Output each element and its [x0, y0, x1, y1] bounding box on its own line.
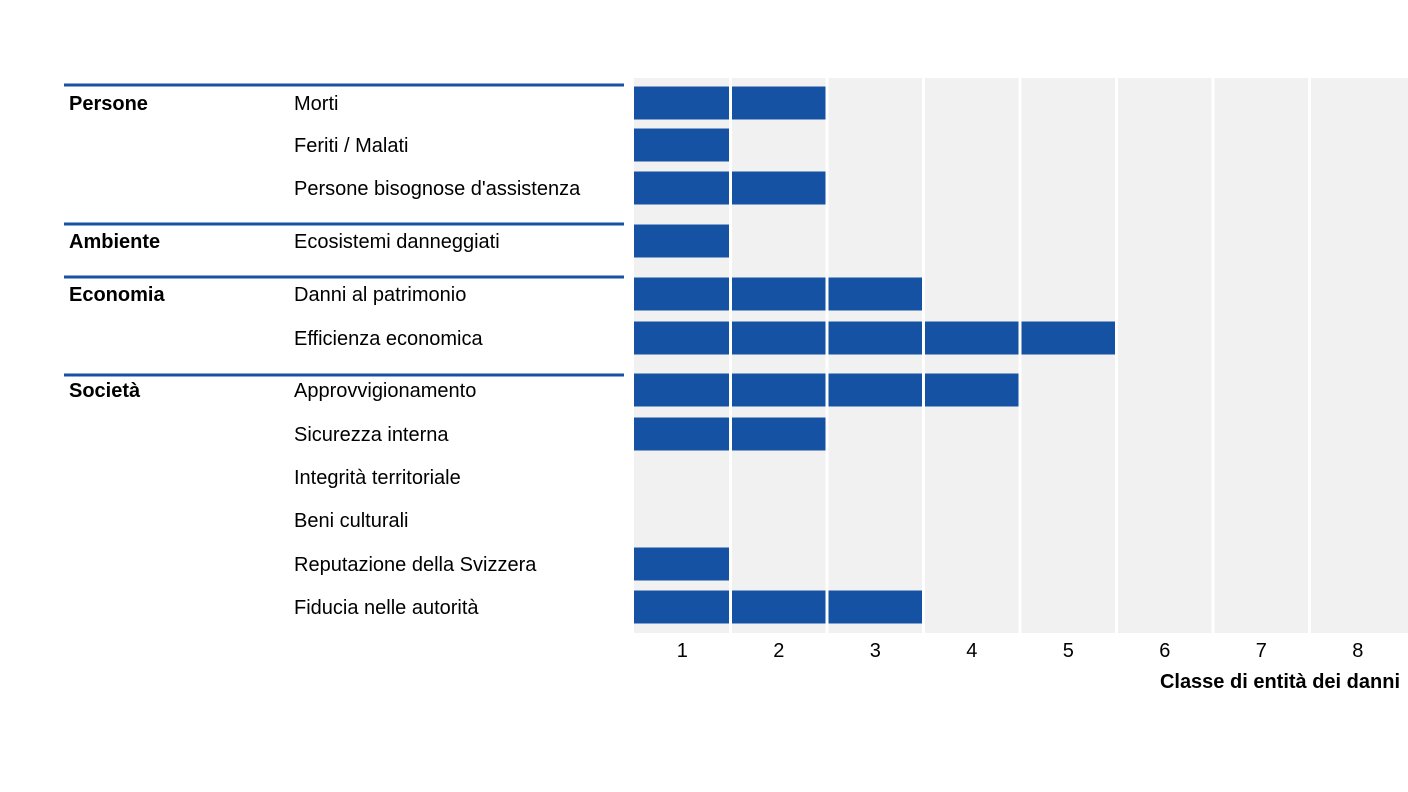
group-separator — [64, 373, 624, 377]
category-label: Economia — [69, 284, 165, 306]
category-label: Ambiente — [69, 231, 160, 253]
x-tick-label: 3 — [870, 640, 881, 662]
x-tick-label: 4 — [966, 640, 977, 662]
bar-segment — [634, 171, 729, 205]
group-separator — [64, 83, 624, 87]
bar-segment — [732, 86, 826, 120]
bar-segment — [732, 277, 826, 311]
bar-segment — [634, 128, 729, 162]
group-separator — [64, 222, 624, 226]
bar-segment — [828, 590, 922, 624]
bars — [634, 86, 1115, 624]
row-label: Approvvigionamento — [294, 380, 476, 402]
group-separator — [64, 275, 624, 279]
row-label: Danni al patrimonio — [294, 284, 466, 306]
bar-segment — [828, 321, 922, 355]
bar-segment — [828, 373, 922, 407]
bar-segment — [925, 373, 1019, 407]
row-label: Morti — [294, 93, 338, 115]
bar-segment — [634, 86, 729, 120]
bar-segment — [634, 417, 729, 451]
bar-segment — [828, 277, 922, 311]
x-tick-label: 1 — [677, 640, 688, 662]
bar-segment — [1021, 321, 1115, 355]
x-axis-title: Classe di entità dei danni — [1160, 671, 1400, 693]
bar-segment — [634, 547, 729, 581]
bar-segment — [732, 171, 826, 205]
x-tick-label: 6 — [1159, 640, 1170, 662]
bar-segment — [634, 277, 729, 311]
category-label: Società — [69, 380, 141, 402]
row-label: Sicurezza interna — [294, 424, 449, 446]
bar-segment — [732, 417, 826, 451]
bar-segment — [634, 373, 729, 407]
labels: Persone Morti Feriti / Malati Persone bisog… — [64, 83, 624, 619]
row-label: Fiducia nelle autorità — [294, 597, 479, 619]
x-tick-label: 7 — [1256, 640, 1267, 662]
bar-segment — [732, 373, 826, 407]
x-tick-label: 2 — [773, 640, 784, 662]
bar-segment — [925, 321, 1019, 355]
row-label: Efficienza economica — [294, 328, 484, 350]
x-tick-label: 5 — [1063, 640, 1074, 662]
bar-segment — [634, 590, 729, 624]
category-label: Persone — [69, 93, 148, 115]
plot-area — [634, 78, 1408, 633]
bar-segment — [634, 321, 729, 355]
row-label: Persone bisognose d'assistenza — [294, 178, 581, 200]
x-axis: Classe di entità dei danni 1 2 3 4 5 6 7 8 — [677, 640, 1400, 693]
row-label: Reputazione della Svizzera — [294, 554, 537, 576]
row-label: Ecosistemi danneggiati — [294, 231, 500, 253]
row-label: Beni culturali — [294, 510, 409, 532]
row-label: Feriti / Malati — [294, 135, 408, 157]
x-tick-label: 8 — [1352, 640, 1363, 662]
bar-segment — [732, 590, 826, 624]
row-label: Integrità territoriale — [294, 467, 461, 489]
bar-segment — [732, 321, 826, 355]
bar-segment — [634, 224, 729, 258]
